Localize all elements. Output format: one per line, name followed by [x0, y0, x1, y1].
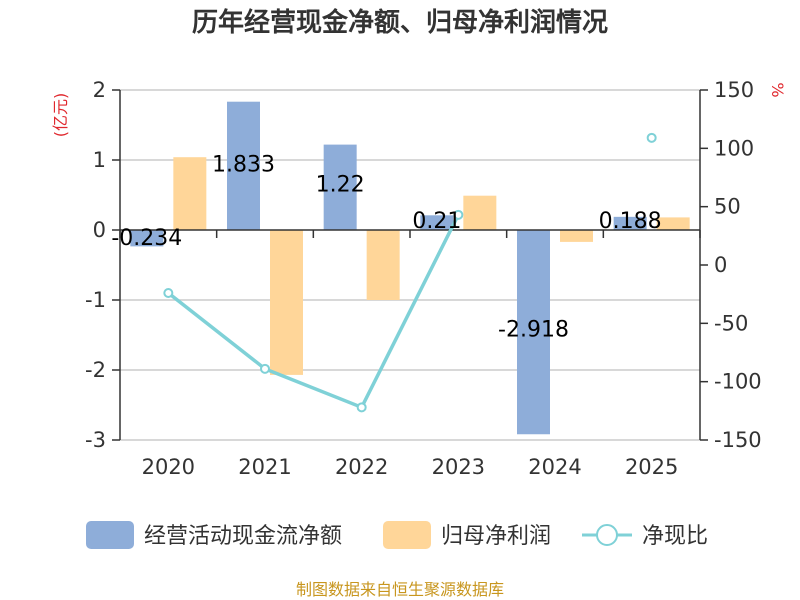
bar-net-profit [270, 230, 303, 375]
right-tick-label: 150 [714, 78, 754, 102]
bar-cashflow [613, 216, 647, 230]
legend: 经营活动现金流净额 归母净利润 净现比 [86, 521, 708, 549]
left-tick-label: 2 [93, 78, 106, 102]
left-tick-label: -1 [85, 288, 106, 312]
x-tick-label: 2022 [335, 455, 388, 479]
left-tick-label: -3 [85, 428, 106, 452]
data-label-cashflow: 1.833 [212, 153, 275, 178]
data-label-cashflow: 0.188 [599, 209, 662, 234]
ratio-line-path [167, 214, 460, 410]
data-labels: -0.234 1.833 1.22 0.21 -2.918 0.188 [111, 153, 661, 343]
ratio-point [356, 402, 367, 413]
left-tick-label: 0 [93, 218, 106, 242]
left-tick-label: 1 [93, 148, 106, 172]
right-axis-unit: % [768, 82, 787, 97]
left-axis-unit: (亿元) [51, 93, 70, 138]
tick-labels: 2 1 0 -1 -2 -3 150 100 50 0 -50 -100 -150 2020 2021 202… [85, 78, 762, 479]
bar-cashflow [227, 101, 260, 230]
bar-net-profit [173, 157, 207, 230]
x-tick-label: 2021 [238, 455, 291, 479]
bar-cashflow [130, 230, 164, 247]
right-tick-label: -150 [714, 428, 762, 452]
legend-swatch-net-profit [383, 521, 431, 549]
ratio-point [453, 209, 464, 220]
x-tick-label: 2024 [528, 455, 581, 479]
ratio-point [260, 363, 270, 374]
chart-title: 历年经营现金净额、归母净利润情况 [192, 7, 608, 38]
bar-cashflow [420, 215, 454, 230]
right-tick-label: 100 [714, 136, 754, 160]
legend-marker-ratio [596, 524, 618, 546]
right-tick-label: 0 [714, 253, 727, 277]
legend-label-cashflow: 经营活动现金流净额 [144, 524, 342, 549]
source-note: 制图数据来自恒生聚源数据库 [296, 580, 504, 599]
right-tick-label: -100 [714, 370, 762, 394]
ratio-line [163, 132, 657, 413]
legend-label-net-profit: 归母净利润 [441, 524, 551, 549]
axes [112, 89, 708, 441]
grid-lines [120, 89, 700, 441]
right-tick-label: -50 [714, 311, 748, 335]
data-label-cashflow: -2.918 [498, 317, 569, 342]
bar-cashflow [517, 230, 550, 435]
bar-cashflow [323, 144, 357, 230]
data-label-cashflow: 1.22 [316, 173, 365, 198]
x-tick-label: 2023 [432, 455, 485, 479]
bar-net-profit [560, 230, 593, 242]
x-tick-label: 2025 [625, 455, 678, 479]
bar-net-profit [463, 195, 497, 230]
bars [130, 101, 690, 435]
legend-label-ratio: 净现比 [642, 524, 708, 549]
bar-net-profit [656, 217, 690, 230]
ratio-point [646, 132, 657, 143]
data-label-cashflow: -0.234 [111, 226, 182, 251]
legend-swatch-cashflow [86, 521, 134, 549]
x-tick-label: 2020 [142, 455, 195, 479]
bar-net-profit [366, 230, 400, 300]
left-tick-label: -2 [85, 358, 106, 382]
ratio-point [163, 288, 174, 298]
data-label-cashflow: 0.21 [412, 209, 461, 234]
right-tick-label: 50 [714, 195, 741, 219]
